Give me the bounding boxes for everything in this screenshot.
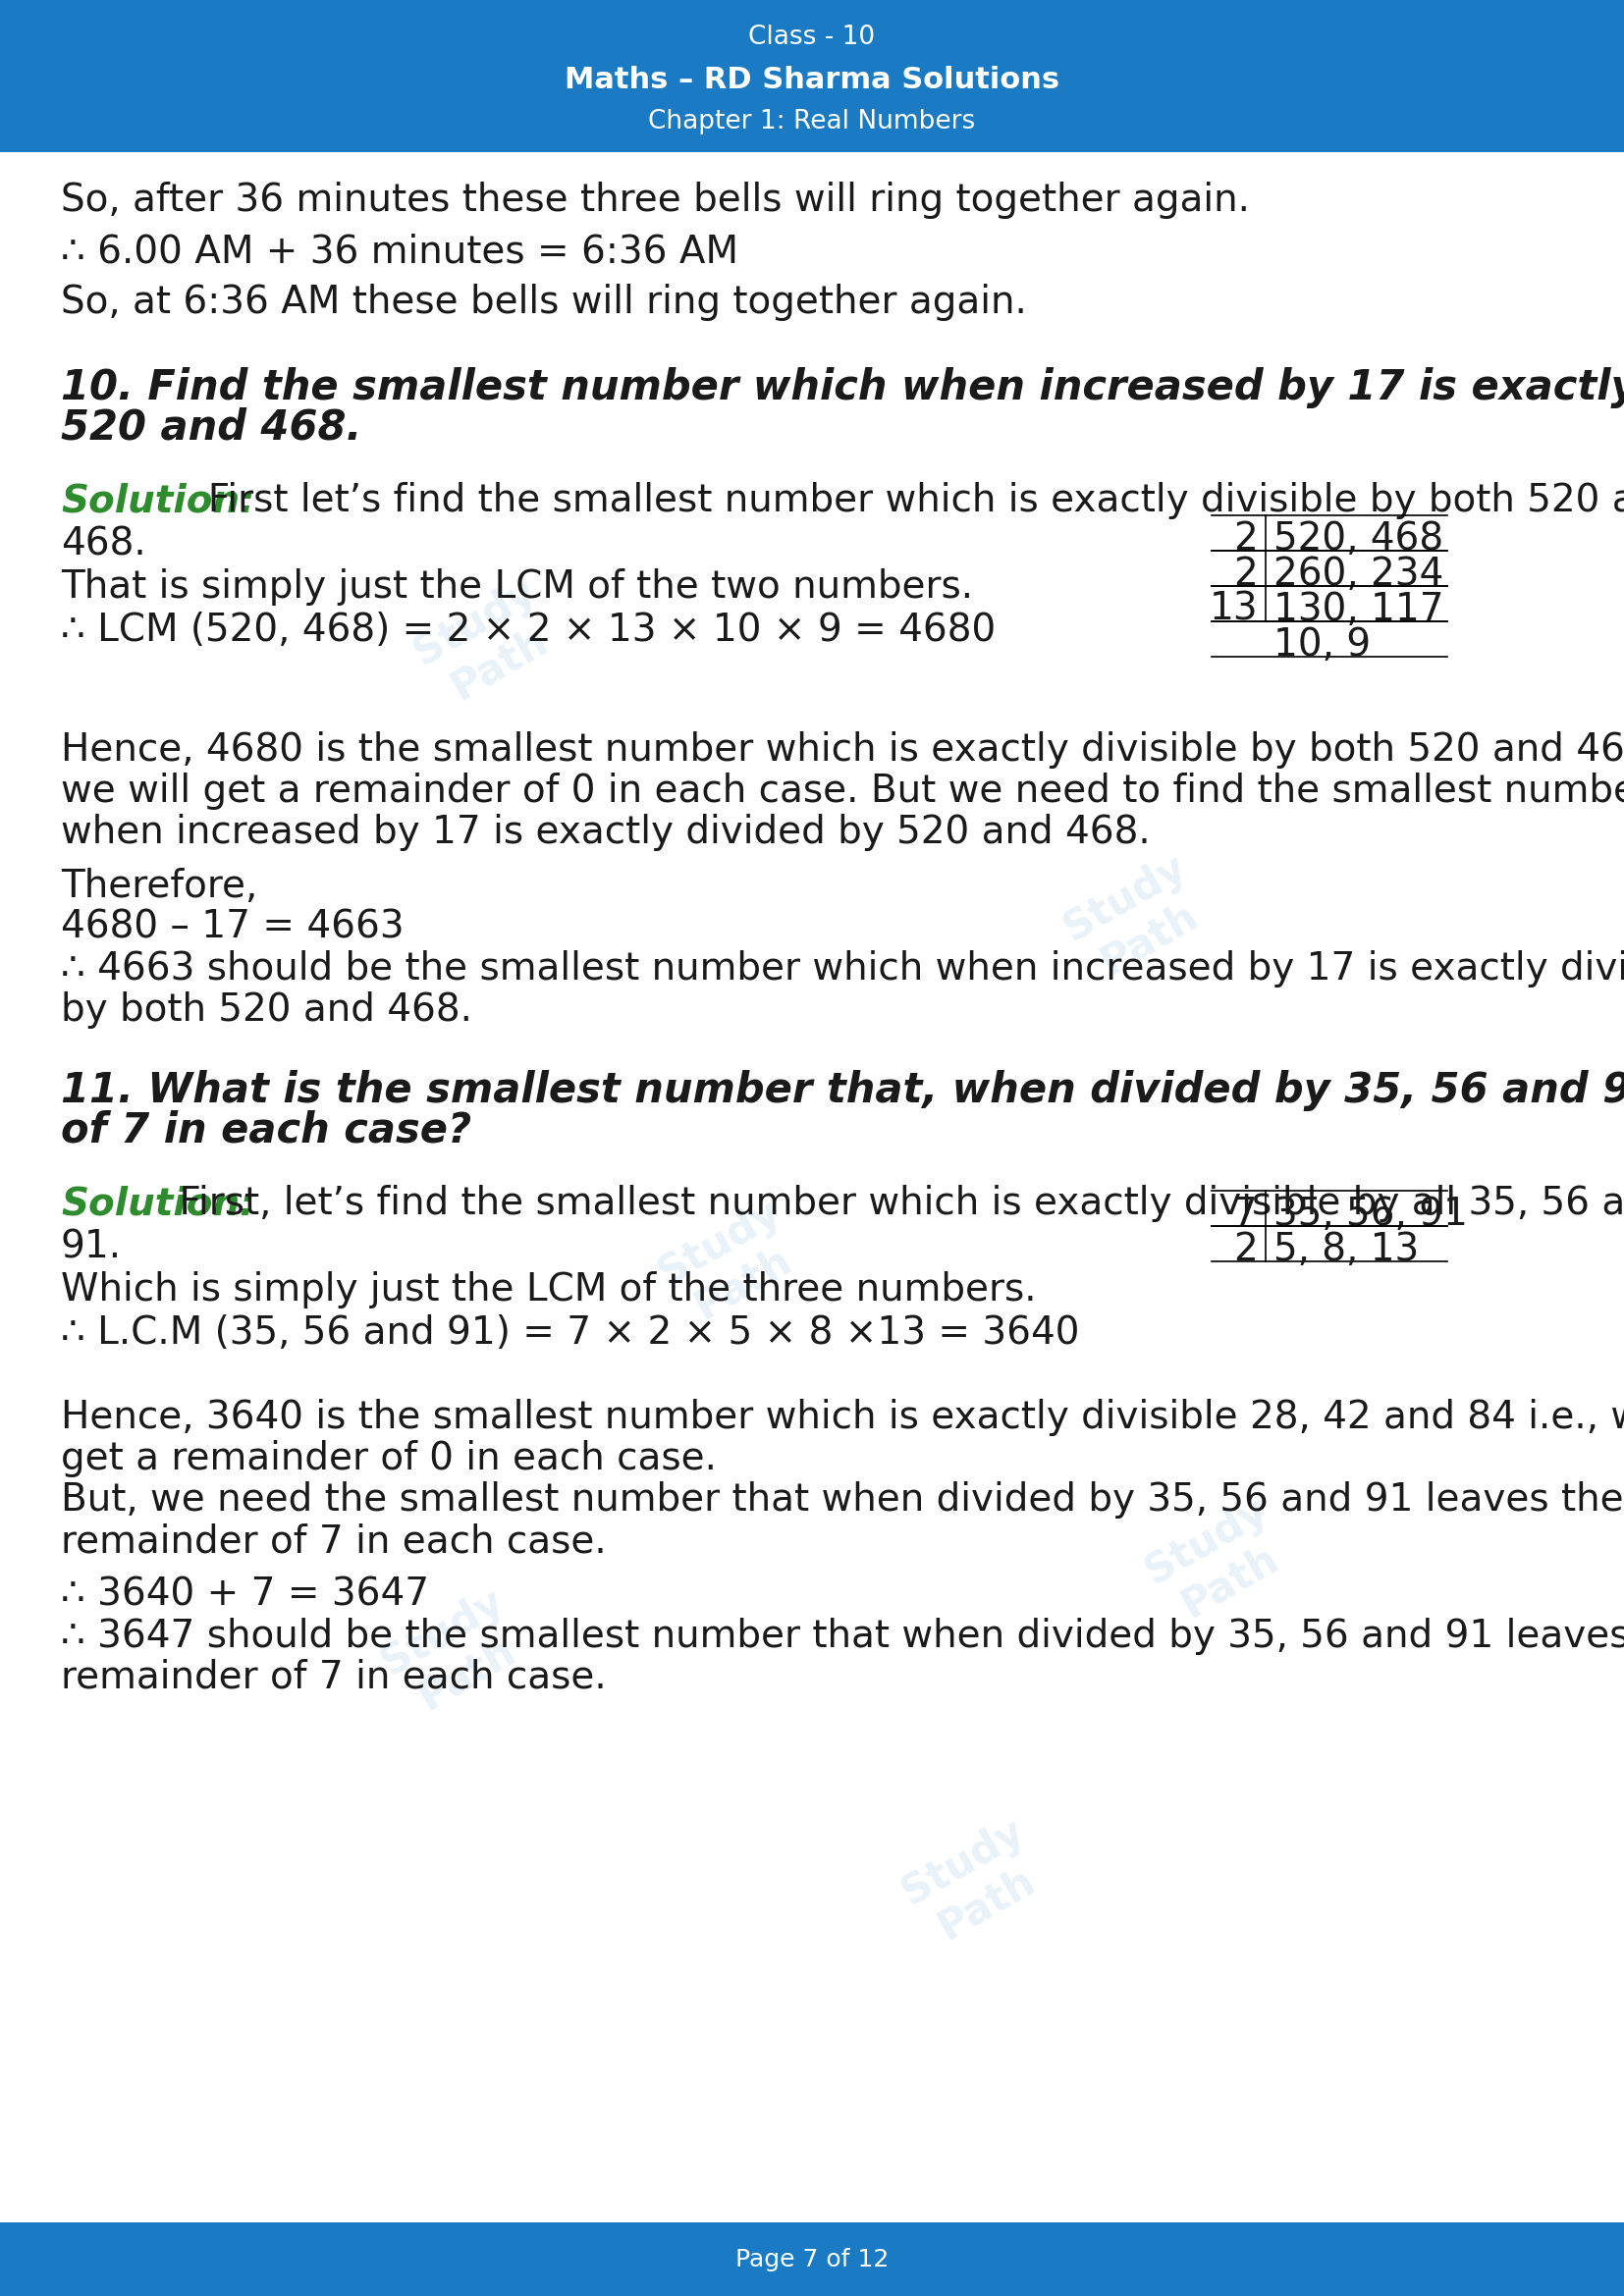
Text: Solution:: Solution: bbox=[60, 1185, 255, 1221]
Text: 2: 2 bbox=[1234, 1231, 1257, 1267]
Text: Study
Path: Study Path bbox=[375, 1582, 534, 1724]
Text: of 7 in each case?: of 7 in each case? bbox=[60, 1109, 471, 1150]
Text: Chapter 1: Real Numbers: Chapter 1: Real Numbers bbox=[648, 108, 976, 135]
Text: Hence, 4680 is the smallest number which is exactly divisible by both 520 and 46: Hence, 4680 is the smallest number which… bbox=[60, 732, 1624, 769]
Text: Solution:: Solution: bbox=[60, 482, 255, 519]
Text: 11. What is the smallest number that, when divided by 35, 56 and 91 leaves remai: 11. What is the smallest number that, wh… bbox=[60, 1070, 1624, 1111]
Text: Maths – RD Sharma Solutions: Maths – RD Sharma Solutions bbox=[565, 67, 1059, 94]
Text: ∴ L.C.M (35, 56 and 91) = 7 × 2 × 5 × 8 ×13 = 3640: ∴ L.C.M (35, 56 and 91) = 7 × 2 × 5 × 8 … bbox=[60, 1313, 1080, 1352]
Text: 35, 56, 91: 35, 56, 91 bbox=[1273, 1196, 1468, 1233]
Text: Study
Path: Study Path bbox=[408, 572, 567, 714]
Text: 130, 117: 130, 117 bbox=[1273, 590, 1444, 629]
Bar bbox=[0, 2223, 1624, 2296]
Text: by both 520 and 468.: by both 520 and 468. bbox=[60, 992, 473, 1029]
Text: get a remainder of 0 in each case.: get a remainder of 0 in each case. bbox=[60, 1440, 716, 1476]
Text: So, after 36 minutes these three bells will ring together again.: So, after 36 minutes these three bells w… bbox=[60, 181, 1250, 218]
Text: Study
Path: Study Path bbox=[895, 1812, 1054, 1954]
Bar bbox=[0, 0, 1624, 152]
Text: 520 and 468.: 520 and 468. bbox=[60, 406, 362, 448]
Text: Class - 10: Class - 10 bbox=[749, 25, 875, 51]
Text: Therefore,: Therefore, bbox=[60, 868, 258, 905]
Text: Hence, 3640 is the smallest number which is exactly divisible 28, 42 and 84 i.e.: Hence, 3640 is the smallest number which… bbox=[60, 1398, 1624, 1435]
Text: remainder of 7 in each case.: remainder of 7 in each case. bbox=[60, 1660, 606, 1697]
Text: 10. Find the smallest number which when increased by 17 is exactly divisible by : 10. Find the smallest number which when … bbox=[60, 367, 1624, 409]
Text: Study
Path: Study Path bbox=[1057, 847, 1216, 990]
Text: 10, 9: 10, 9 bbox=[1273, 627, 1371, 664]
Text: Study
Path: Study Path bbox=[651, 1192, 810, 1334]
Text: But, we need the smallest number that when divided by 35, 56 and 91 leaves the: But, we need the smallest number that wh… bbox=[60, 1481, 1624, 1518]
Text: remainder of 7 in each case.: remainder of 7 in each case. bbox=[60, 1522, 606, 1559]
Text: 260, 234: 260, 234 bbox=[1273, 556, 1444, 592]
Text: Page 7 of 12: Page 7 of 12 bbox=[736, 2248, 888, 2271]
Text: ∴ 4663 should be the smallest number which when increased by 17 is exactly divis: ∴ 4663 should be the smallest number whi… bbox=[60, 951, 1624, 987]
Text: 4680 – 17 = 4663: 4680 – 17 = 4663 bbox=[60, 909, 404, 946]
Text: ∴ 3640 + 7 = 3647: ∴ 3640 + 7 = 3647 bbox=[60, 1577, 429, 1614]
Text: First, let’s find the smallest number which is exactly divisible by all 35, 56 a: First, let’s find the smallest number wh… bbox=[167, 1185, 1624, 1221]
Text: 2: 2 bbox=[1234, 521, 1257, 558]
Text: when increased by 17 is exactly divided by 520 and 468.: when increased by 17 is exactly divided … bbox=[60, 813, 1150, 852]
Text: 468.: 468. bbox=[60, 526, 146, 563]
Text: Which is simply just the LCM of the three numbers.: Which is simply just the LCM of the thre… bbox=[60, 1272, 1036, 1309]
Text: we will get a remainder of 0 in each case. But we need to find the smallest numb: we will get a remainder of 0 in each cas… bbox=[60, 771, 1624, 810]
Text: 91.: 91. bbox=[60, 1228, 122, 1265]
Text: ∴ 6.00 AM + 36 minutes = 6:36 AM: ∴ 6.00 AM + 36 minutes = 6:36 AM bbox=[60, 232, 739, 271]
Text: 520, 468: 520, 468 bbox=[1273, 521, 1444, 558]
Text: ∴ LCM (520, 468) = 2 × 2 × 13 × 10 × 9 = 4680: ∴ LCM (520, 468) = 2 × 2 × 13 × 10 × 9 =… bbox=[60, 611, 996, 650]
Text: 7: 7 bbox=[1233, 1196, 1257, 1233]
Text: That is simply just the LCM of the two numbers.: That is simply just the LCM of the two n… bbox=[60, 569, 973, 606]
Text: Study
Path: Study Path bbox=[1138, 1490, 1298, 1632]
Text: 2: 2 bbox=[1234, 556, 1257, 592]
Text: First let’s find the smallest number which is exactly divisible by both 520 and: First let’s find the smallest number whi… bbox=[184, 482, 1624, 519]
Text: So, at 6:36 AM these bells will ring together again.: So, at 6:36 AM these bells will ring tog… bbox=[60, 285, 1026, 321]
Text: 13: 13 bbox=[1208, 590, 1257, 629]
Text: ∴ 3647 should be the smallest number that when divided by 35, 56 and 91 leaves t: ∴ 3647 should be the smallest number tha… bbox=[60, 1619, 1624, 1655]
Text: 5, 8, 13: 5, 8, 13 bbox=[1273, 1231, 1419, 1267]
